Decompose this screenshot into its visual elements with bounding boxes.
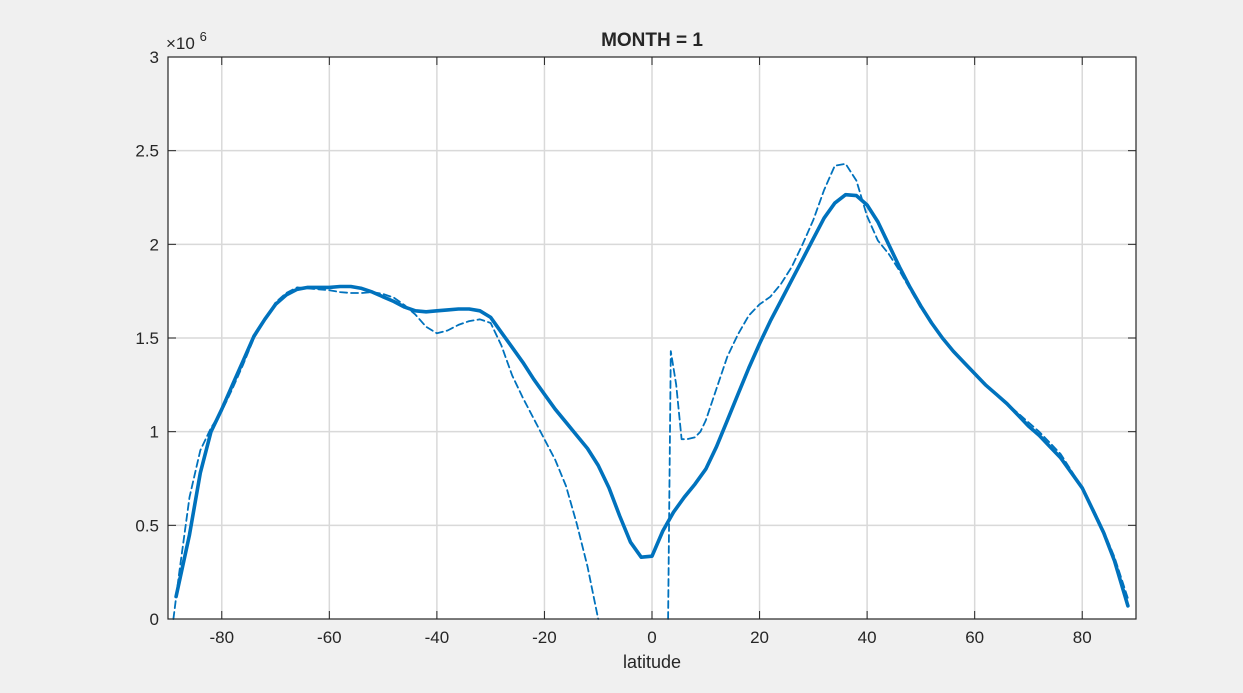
y-tick-label: 2 [150,235,159,254]
chart-title: MONTH = 1 [601,30,703,51]
series-line-dashed-1 [172,286,600,620]
x-tick-label: 80 [1073,628,1092,647]
y-tick-label: 0 [150,610,159,629]
x-tick-label: -80 [209,628,234,647]
y-tick-label: 3 [150,48,159,67]
y-tick-label: 1 [150,423,159,442]
y-tick-label: 0.5 [135,516,159,535]
ticks: -80 -60 -40 -20 0 20 40 60 80 0 0.5 1 1.5 2 2.5 3 [135,48,1136,647]
y-tick-label: 1.5 [135,329,159,348]
y-exponent-label: ×10 6 [166,29,207,53]
x-tick-label: 40 [858,628,877,647]
x-tick-label: -20 [532,628,557,647]
x-tick-label: -40 [425,628,450,647]
y-tick-label: 2.5 [135,142,159,161]
x-axis-label: latitude [623,652,681,672]
series-group [172,162,1130,620]
grid [168,57,1136,619]
y-exponent-power: 6 [200,29,207,44]
x-tick-label: 60 [965,628,984,647]
x-tick-label: 20 [750,628,769,647]
y-exponent-base: ×10 [166,34,195,53]
x-tick-label: 0 [647,628,656,647]
x-tick-label: -60 [317,628,342,647]
series-line-dashed-2 [667,162,1129,620]
